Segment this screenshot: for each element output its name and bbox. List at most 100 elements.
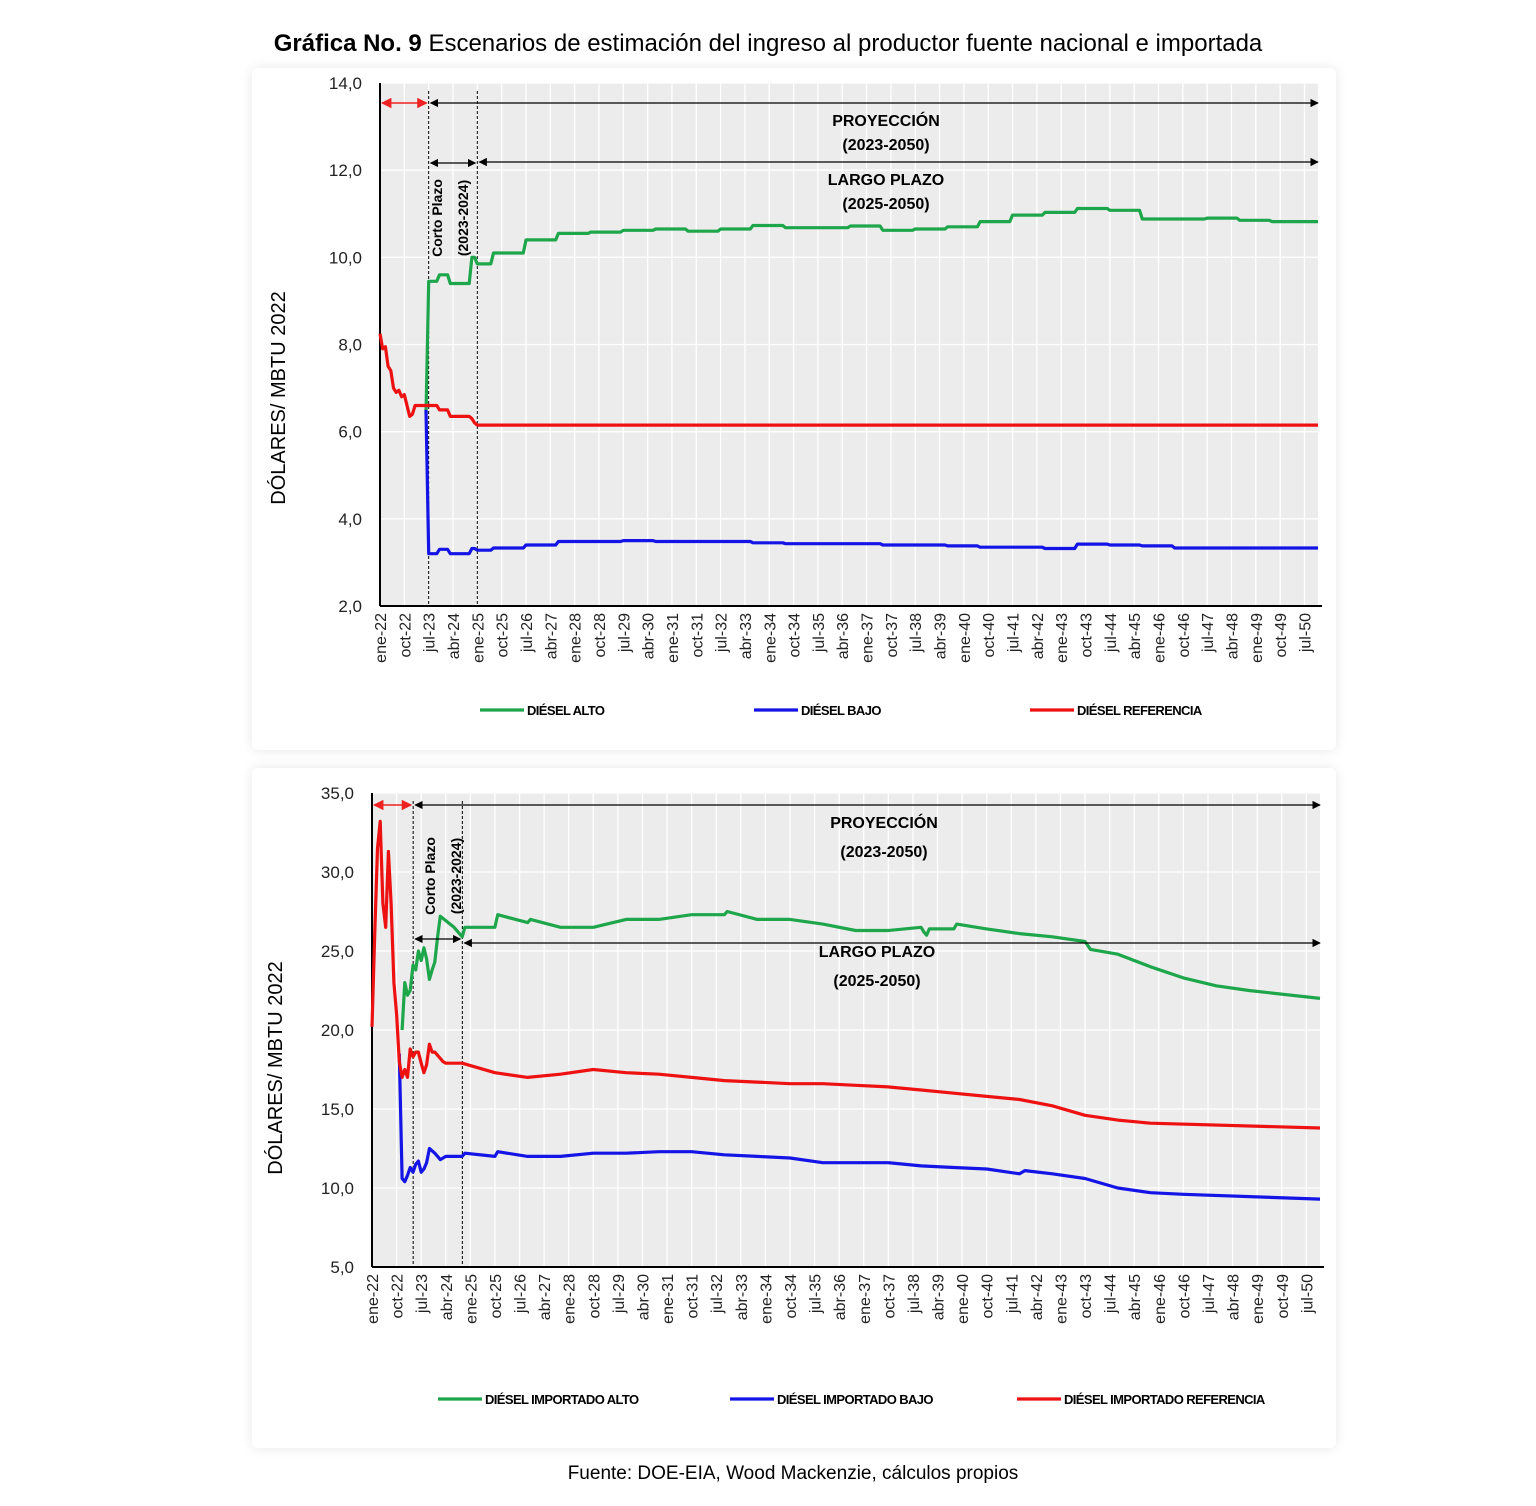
chart-imported-diesel: 5,0 10,0 15,0 20,0 25,0 30,0 35,0 ene-22 oct-22 j… xyxy=(264,784,1324,1407)
x-tick-label: abr-30 xyxy=(635,1274,652,1320)
projection-period: (2023-2050) xyxy=(842,137,929,154)
legend-label-diesel-importado-referencia: DIÉSEL IMPORTADO REFERENCIA xyxy=(1064,1392,1266,1407)
x-tick-label: oct-40 xyxy=(980,1274,997,1319)
long-term-period: (2025-2050) xyxy=(842,196,929,213)
x-tick-label: jul-38 xyxy=(906,1274,923,1314)
x-tick-label: jul-47 xyxy=(1200,613,1217,653)
x-tick-label: ene-43 xyxy=(1053,1274,1070,1324)
x-tick-label: ene-40 xyxy=(957,613,974,663)
y-tick-label: 10,0 xyxy=(329,248,362,267)
y-tick-label: 15,0 xyxy=(321,1100,354,1119)
x-tick-label: ene-40 xyxy=(955,1274,972,1324)
x-tick-label: oct-28 xyxy=(592,613,609,658)
y-axis-label: DÓLARES/ MBTU 2022 xyxy=(264,961,287,1174)
x-tick-label: jul-29 xyxy=(611,1274,628,1314)
x-tick-label: jul-50 xyxy=(1299,1274,1316,1314)
x-tick-label: oct-22 xyxy=(390,1274,407,1319)
x-tick-label: ene-22 xyxy=(365,1274,382,1324)
x-tick-label: jul-47 xyxy=(1201,1274,1218,1314)
x-tick-label: jul-50 xyxy=(1297,613,1314,653)
x-tick-label: jul-32 xyxy=(714,613,731,653)
x-tick-label: ene-37 xyxy=(860,613,877,663)
projection-label: PROYECCIÓN xyxy=(832,111,940,130)
y-tick-label: 25,0 xyxy=(321,942,354,961)
series-line-diesel-importado-alto xyxy=(400,909,1321,1031)
x-tick-label: abr-36 xyxy=(835,613,852,659)
x-tick-label: abr-48 xyxy=(1226,1274,1243,1320)
x-tick-label: jul-26 xyxy=(519,613,536,653)
x-tick-label: jul-32 xyxy=(709,1274,726,1314)
x-tick-label: oct-28 xyxy=(586,1274,603,1319)
x-tick-label: ene-46 xyxy=(1152,1274,1169,1324)
short-term-period: (2023-2024) xyxy=(448,838,464,914)
x-tick-label: jul-44 xyxy=(1103,1274,1120,1314)
x-tick-label: ene-37 xyxy=(857,1274,874,1324)
projection-period: (2023-2050) xyxy=(840,844,927,861)
x-tick-label: ene-28 xyxy=(562,1274,579,1324)
x-tick-label: abr-33 xyxy=(734,1274,751,1320)
y-tick-label: 35,0 xyxy=(321,784,354,803)
series-line-diesel-importado-referencia xyxy=(370,819,1321,1130)
series-line-diesel-importado-bajo xyxy=(397,1053,1321,1201)
legend-label-diesel-importado-alto: DIÉSEL IMPORTADO ALTO xyxy=(485,1392,639,1407)
figure-title: Gráfica No. 9 Escenarios de estimación d… xyxy=(0,30,1536,58)
x-tick-label: abr-30 xyxy=(641,613,658,659)
y-axis-label: DÓLARES/ MBTU 2022 xyxy=(267,291,290,504)
legend-label-diesel-alto: DIÉSEL ALTO xyxy=(527,703,605,718)
x-tick-label: jul-23 xyxy=(422,613,439,653)
x-tick-label: oct-37 xyxy=(881,1274,898,1319)
y-tick-label: 4,0 xyxy=(338,510,362,529)
x-tick-label: abr-33 xyxy=(738,613,755,659)
x-tick-label: abr-48 xyxy=(1224,613,1241,659)
legend-label-diesel-importado-bajo: DIÉSEL IMPORTADO BAJO xyxy=(777,1392,933,1407)
y-tick-label: 20,0 xyxy=(321,1021,354,1040)
x-tick-label: oct-31 xyxy=(685,1274,702,1319)
x-tick-label: oct-46 xyxy=(1176,1274,1193,1319)
x-tick-label: ene-46 xyxy=(1152,613,1169,663)
y-tick-label: 10,0 xyxy=(321,1179,354,1198)
y-tick-label: 8,0 xyxy=(338,336,362,355)
x-tick-label: oct-49 xyxy=(1275,1274,1292,1319)
x-tick-label: oct-31 xyxy=(689,613,706,658)
y-tick-label: 5,0 xyxy=(330,1258,354,1277)
chart-panel-national: 2,0 4,0 6,0 8,0 10,0 12,0 14,0 ene-22 oct-22 jul-… xyxy=(252,68,1336,750)
x-tick-label: ene-31 xyxy=(665,613,682,663)
x-tick-label: ene-25 xyxy=(463,1274,480,1324)
x-tick-label: oct-46 xyxy=(1176,613,1193,658)
x-tick-label: ene-28 xyxy=(568,613,585,663)
x-tick-label: jul-35 xyxy=(811,613,828,653)
x-tick-label: abr-39 xyxy=(931,1274,948,1320)
x-tick-label: abr-27 xyxy=(537,1274,554,1320)
x-tick-label: abr-45 xyxy=(1127,613,1144,659)
x-tick-label: oct-25 xyxy=(495,613,512,658)
legend-label-diesel-referencia: DIÉSEL REFERENCIA xyxy=(1077,703,1203,718)
x-tick-label: jul-41 xyxy=(1004,1274,1021,1314)
x-tick-label: jul-23 xyxy=(414,1274,431,1314)
short-term-label: Corto Plazo xyxy=(422,837,438,915)
x-tick-label: oct-43 xyxy=(1078,1274,1095,1319)
x-tick-label: ene-22 xyxy=(373,613,390,663)
x-tick-label: oct-43 xyxy=(1079,613,1096,658)
x-tick-label: oct-22 xyxy=(397,613,414,658)
source-note: Fuente: DOE-EIA, Wood Mackenzie, cálculo… xyxy=(567,1463,1019,1484)
x-tick-label: oct-49 xyxy=(1273,613,1290,658)
y-tick-label: 14,0 xyxy=(329,74,362,93)
x-tick-label: abr-45 xyxy=(1127,1274,1144,1320)
series-line-diesel-referencia xyxy=(378,333,1318,427)
chart-panel-imported: 5,0 10,0 15,0 20,0 25,0 30,0 35,0 ene-22 oct-22 j… xyxy=(252,768,1336,1448)
y-tick-label: 2,0 xyxy=(338,597,362,616)
x-tick-label: ene-43 xyxy=(1054,613,1071,663)
x-tick-label: ene-49 xyxy=(1250,1274,1267,1324)
series-line-diesel-alto xyxy=(424,206,1318,415)
projection-label: PROYECCIÓN xyxy=(830,813,938,832)
x-tick-label: abr-39 xyxy=(933,613,950,659)
long-term-period: (2025-2050) xyxy=(833,973,920,990)
short-term-label: Corto Plazo xyxy=(429,179,445,257)
figure-title-number: Gráfica No. 9 xyxy=(273,30,422,57)
x-tick-label: oct-25 xyxy=(488,1274,505,1319)
x-tick-label: jul-35 xyxy=(808,1274,825,1314)
x-tick-label: abr-27 xyxy=(543,613,560,659)
figure-title-text: Escenarios de estimación del ingreso al … xyxy=(421,30,1263,57)
x-tick-label: abr-36 xyxy=(832,1274,849,1320)
y-tick-label: 12,0 xyxy=(329,161,362,180)
